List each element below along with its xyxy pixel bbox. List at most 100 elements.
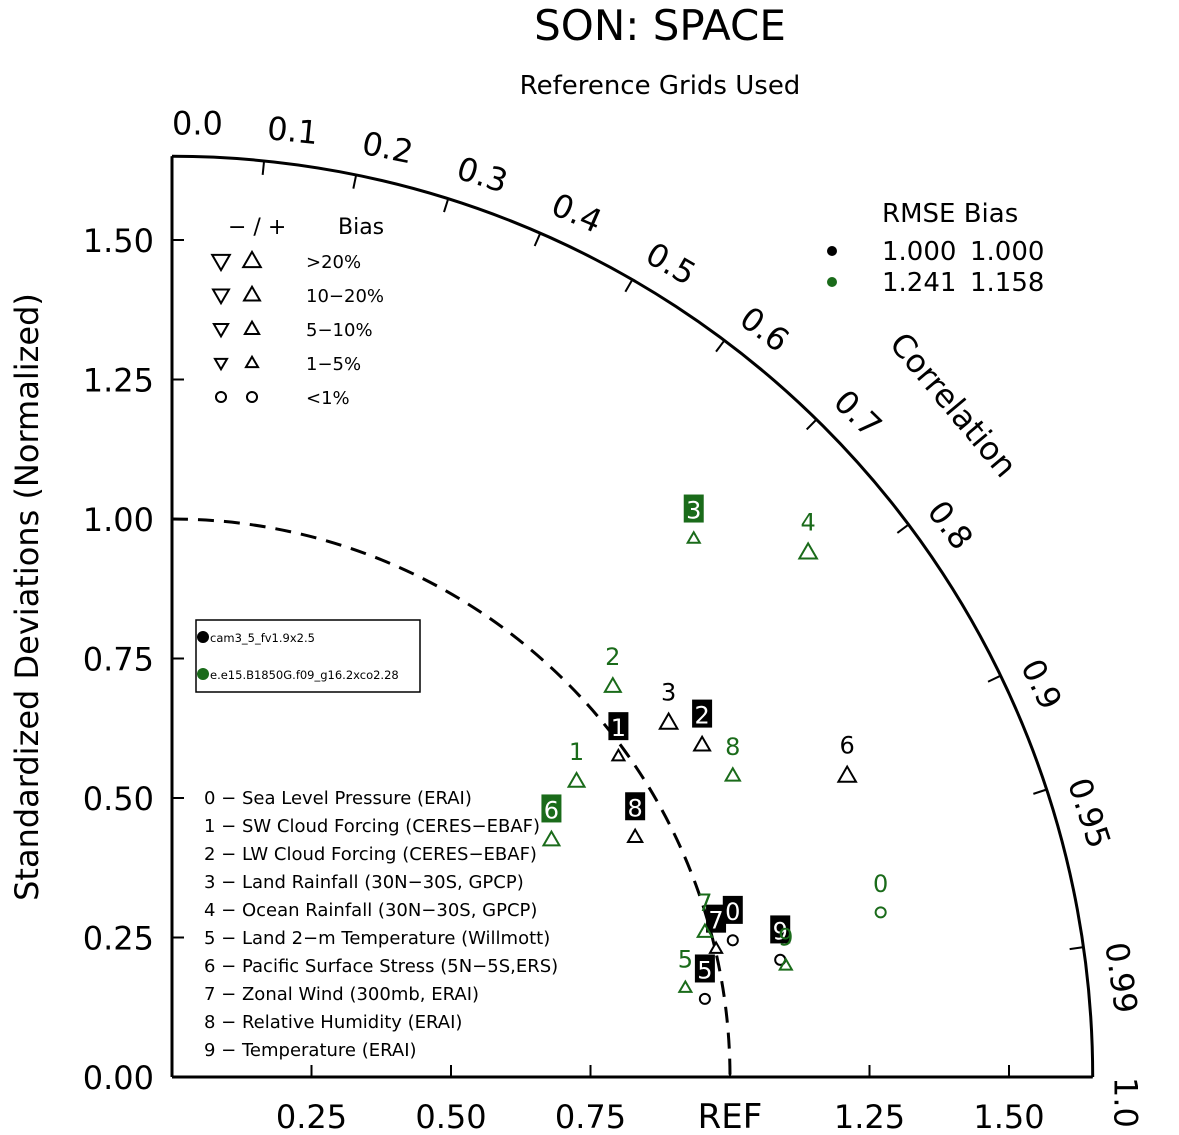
correlation-arc xyxy=(171,154,1095,1078)
data-label: 3 xyxy=(686,497,701,525)
data-point: 4 xyxy=(797,508,819,560)
variable-legend-item: 5 − Land 2−m Temperature (Willmott) xyxy=(204,928,550,949)
corr-tick xyxy=(987,674,1002,683)
data-label: 5 xyxy=(697,956,712,984)
case-legend-label: cam3_5_fv1.9x2.5 xyxy=(210,631,315,645)
bias-legend-label: 10−20% xyxy=(306,286,384,307)
data-point: 7 xyxy=(706,904,727,954)
rmse-legend-header: RMSE Bias xyxy=(882,199,1018,229)
data-label: 2 xyxy=(605,643,620,671)
x-tick-label: 0.75 xyxy=(555,1098,626,1135)
corr-tick-label: 0.3 xyxy=(452,149,512,201)
bias-legend-pos-marker xyxy=(241,249,263,269)
corr-tick-label: 0.8 xyxy=(920,493,981,557)
data-point: 3 xyxy=(683,494,704,544)
corr-tick-label: 1.0 xyxy=(1107,1077,1145,1128)
case-legend-dot xyxy=(197,631,209,643)
corr-tick-label: 0.0 xyxy=(172,104,223,142)
variable-legend-item: 9 − Temperature (ERAI) xyxy=(204,1040,417,1061)
bias-legend-neg-marker xyxy=(210,253,232,273)
corr-tick xyxy=(443,198,450,213)
correlation-label: Correlation xyxy=(882,325,1025,485)
data-marker xyxy=(797,541,819,560)
corr-tick-label: 0.99 xyxy=(1097,940,1145,1016)
data-marker xyxy=(610,747,627,762)
variable-legend-item: 2 − LW Cloud Forcing (CERES−EBAF) xyxy=(204,844,537,865)
y-tick-label: 1.00 xyxy=(83,501,154,539)
corr-tick-label: 0.1 xyxy=(265,109,319,152)
data-label-box xyxy=(625,792,646,821)
bias-legend-pos-marker xyxy=(243,319,261,335)
data-label-box xyxy=(770,915,791,944)
data-marker xyxy=(696,922,714,938)
bias-legend-neg-marker xyxy=(211,288,231,306)
data-label: 5 xyxy=(678,946,693,974)
y-tick-label: 1.25 xyxy=(83,362,154,400)
data-point: 7 xyxy=(696,889,714,938)
data-marker xyxy=(626,827,645,843)
data-label: 9 xyxy=(773,917,788,945)
data-point: 9 xyxy=(770,915,791,966)
case-legend-label: e.e15.B1850G.f09_g16.2xco2.28 xyxy=(210,668,399,682)
data-point: 6 xyxy=(836,732,858,783)
data-marker xyxy=(874,906,887,919)
variable-legend-item: 3 − Land Rainfall (30N−30S, GPCP) xyxy=(204,872,524,893)
data-marker xyxy=(708,940,724,954)
data-label: 6 xyxy=(544,796,559,824)
data-label-box xyxy=(683,494,704,523)
data-label-box xyxy=(692,699,713,728)
y-tick-label: 0.75 xyxy=(83,641,154,679)
corr-tick-label: 0.9 xyxy=(1013,653,1069,715)
rmse-legend-dot xyxy=(827,246,837,256)
bias-legend-sign-header: − / + xyxy=(228,215,286,240)
corr-tick xyxy=(896,523,910,534)
bias-legend-neg-marker xyxy=(213,357,229,372)
bias-legend-pos-marker xyxy=(244,354,260,369)
rmse-legend-rmse: 1.000 xyxy=(882,237,956,267)
data-point: 8 xyxy=(625,792,646,843)
data-point: 1 xyxy=(608,712,629,762)
corr-tick-label: 0.4 xyxy=(546,186,608,241)
x-tick-label: 0.50 xyxy=(415,1098,486,1135)
corr-tick xyxy=(261,160,266,175)
corr-tick xyxy=(1033,788,1047,795)
chart-title: SON: SPACE xyxy=(534,1,786,50)
corr-tick-label: 0.2 xyxy=(359,124,416,171)
corr-tick xyxy=(533,232,542,247)
variable-legend-item: 8 − Relative Humidity (ERAI) xyxy=(204,1012,462,1033)
corr-tick-label: 0.7 xyxy=(826,382,889,445)
data-marker xyxy=(726,934,739,947)
rmse-legend-bias: 1.000 xyxy=(970,237,1044,267)
data-point: 2 xyxy=(603,643,623,693)
data-marker xyxy=(698,992,711,1005)
chart-subtitle: Reference Grids Used xyxy=(520,71,801,101)
data-marker xyxy=(541,829,562,847)
data-marker xyxy=(836,764,858,783)
data-point: 6 xyxy=(541,794,562,847)
corr-tick xyxy=(1069,946,1084,951)
data-label: 8 xyxy=(627,794,642,822)
corr-tick-label: 0.6 xyxy=(733,299,797,360)
variable-legend-item: 4 − Ocean Rainfall (30N−30S, GPCP) xyxy=(204,900,537,921)
data-label: 4 xyxy=(800,508,815,536)
data-label: 8 xyxy=(725,733,740,761)
data-label: 0 xyxy=(725,898,740,926)
data-label-box xyxy=(706,904,727,933)
bias-legend-bias-header: Bias xyxy=(338,215,384,240)
case-legend-box xyxy=(195,619,421,693)
data-point: 0 xyxy=(722,895,743,947)
x-tick-label: 0.25 xyxy=(276,1098,347,1135)
rmse-legend-rmse: 1.241 xyxy=(882,268,956,298)
data-marker xyxy=(566,770,587,788)
y-tick-label: 0.25 xyxy=(83,920,154,958)
y-tick-label: 0.00 xyxy=(83,1059,154,1097)
plot-area: 0.000.250.500.751.001.251.500.25 0.50 0.75… xyxy=(83,104,1145,1135)
data-point: 9 xyxy=(778,923,794,971)
data-label: 9 xyxy=(778,923,793,951)
data-marker xyxy=(778,957,794,971)
bias-legend-pos-marker xyxy=(245,390,259,404)
data-label: 2 xyxy=(694,702,709,730)
data-marker xyxy=(692,734,712,752)
corr-tick-label: 0.95 xyxy=(1060,773,1118,853)
